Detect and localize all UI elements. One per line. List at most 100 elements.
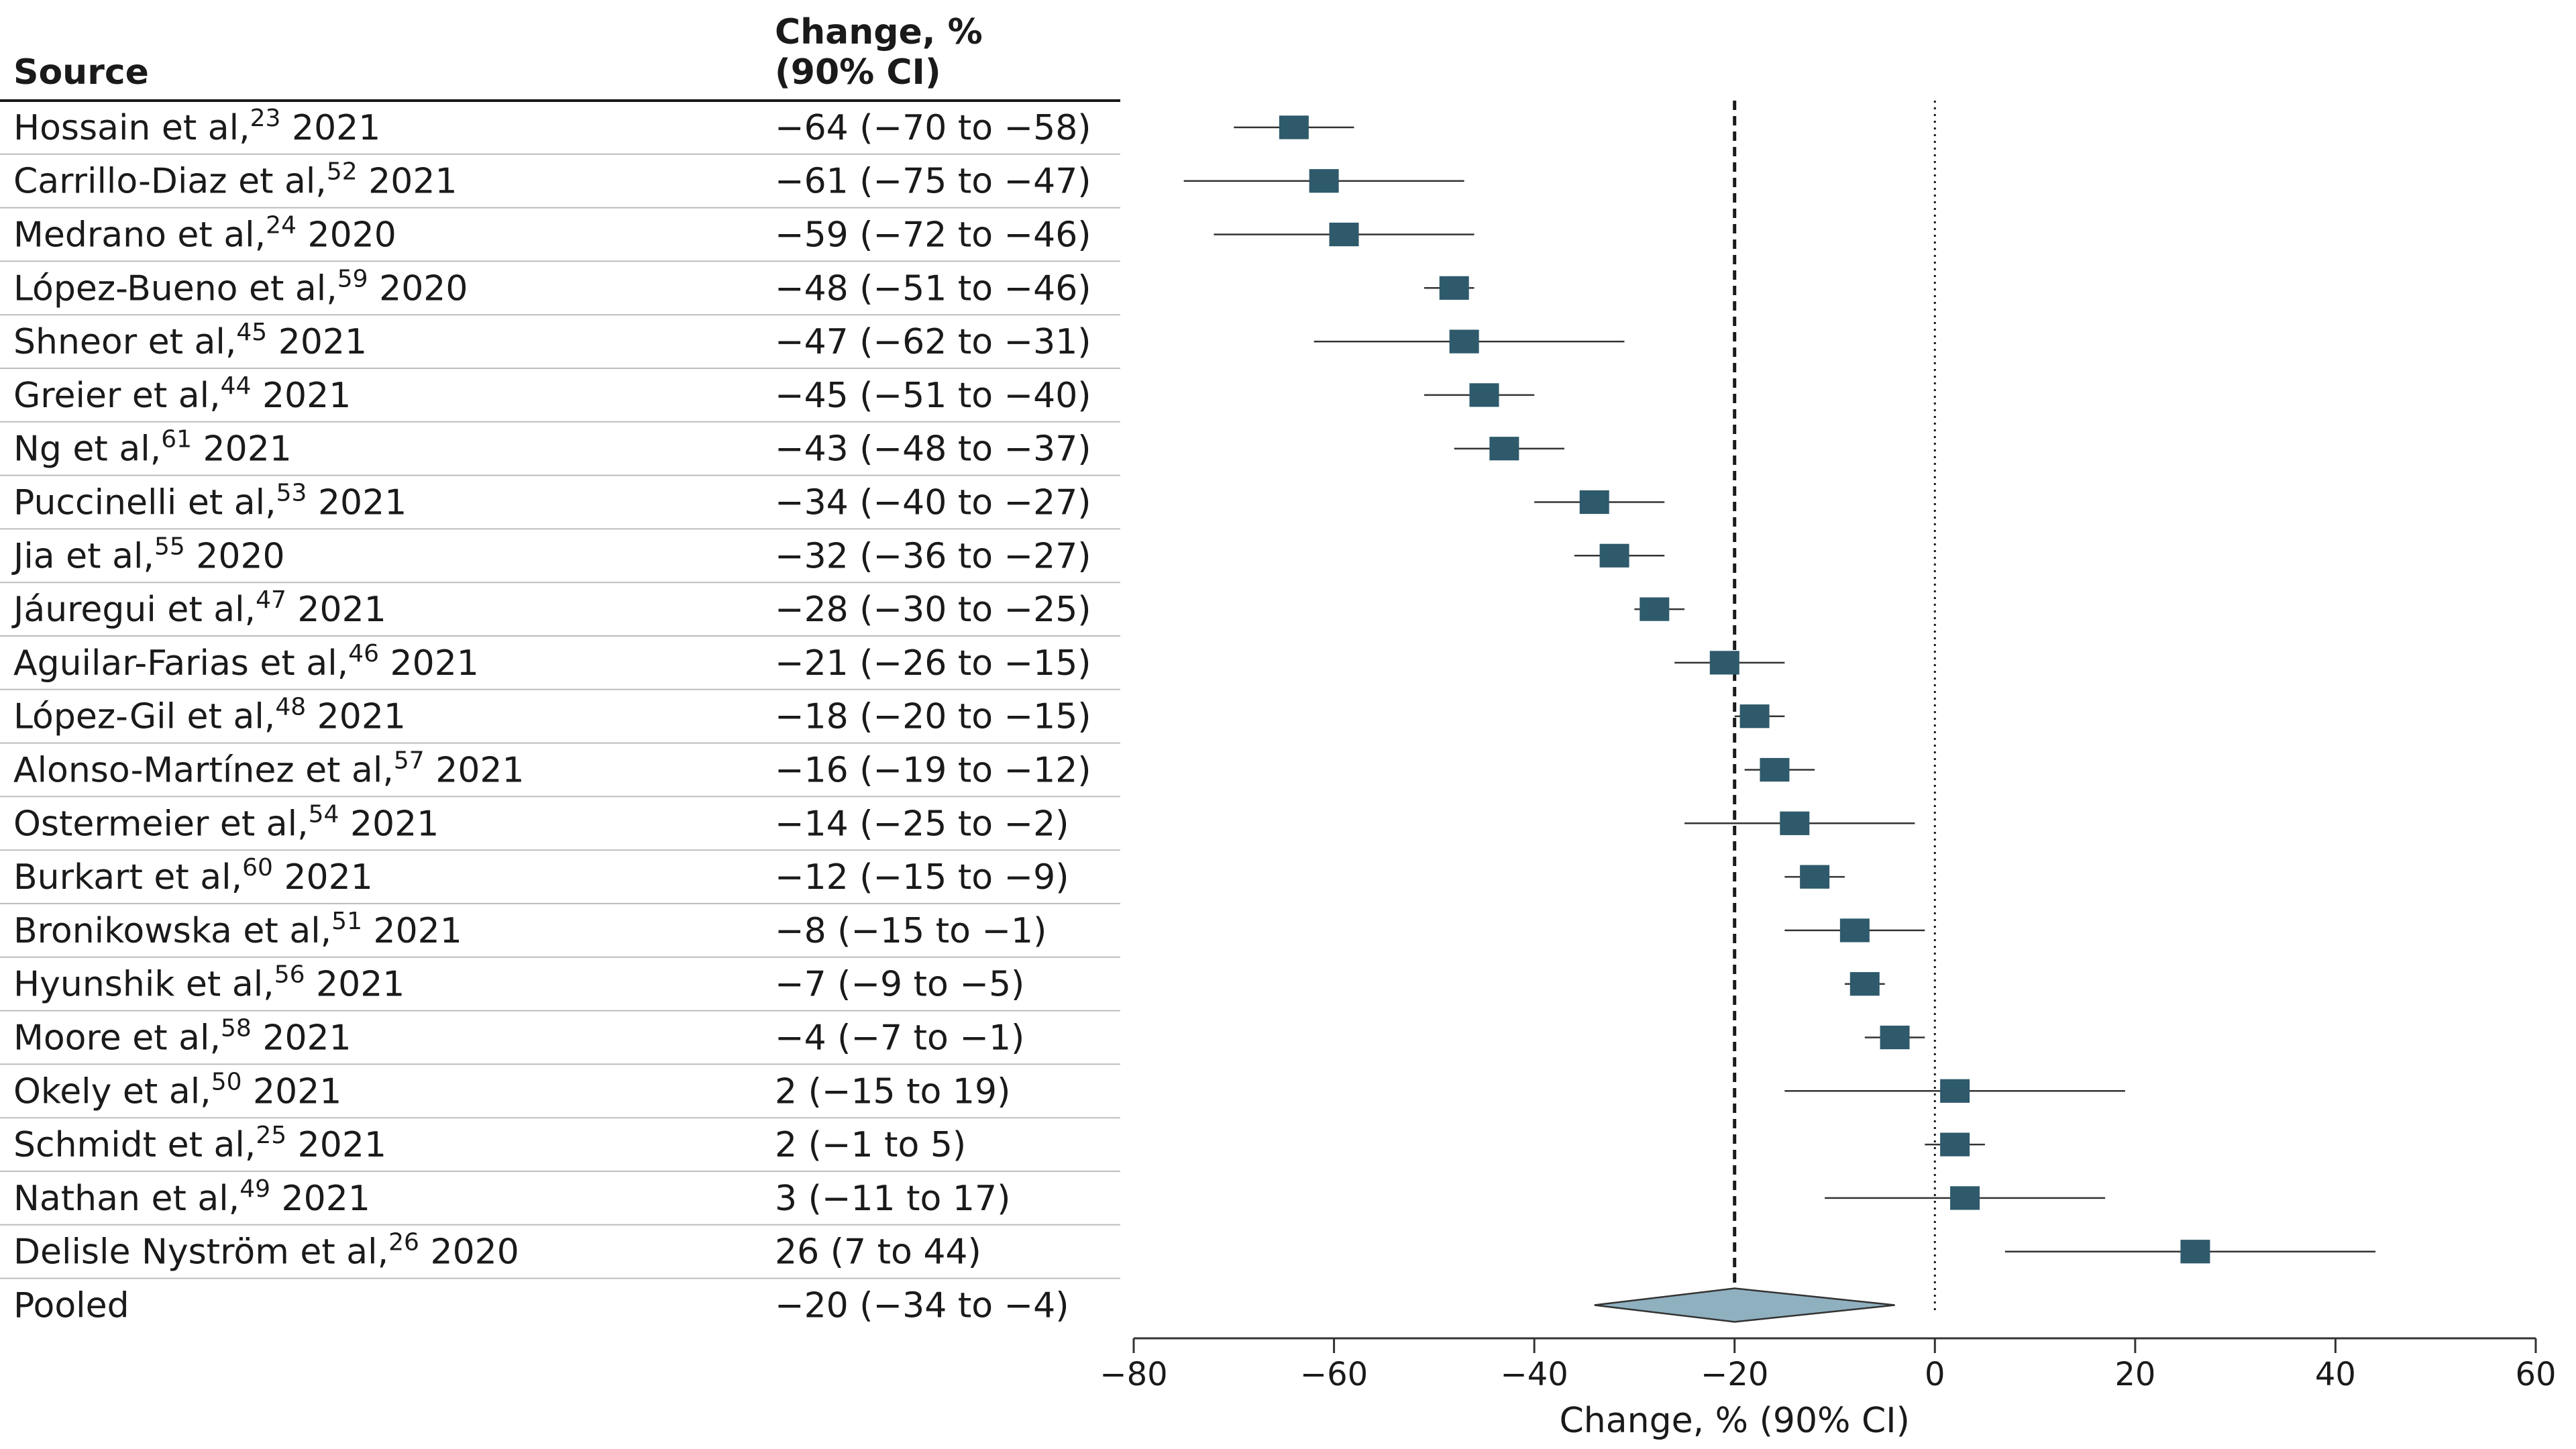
- study-label: Alonso-Martínez et al,57 2021: [13, 747, 525, 791]
- study-year: 2021: [273, 857, 373, 898]
- study-year: 2021: [270, 1179, 370, 1219]
- study-reference: 54: [309, 800, 339, 828]
- study-reference: 50: [211, 1068, 242, 1095]
- study-label: Medrano et al,24 2020: [13, 212, 396, 256]
- study-label: Burkart et al,60 2021: [13, 854, 373, 898]
- study-year: 2021: [379, 643, 479, 684]
- study-reference: 61: [161, 426, 192, 453]
- study-reference: 24: [266, 212, 297, 239]
- study-reference: 57: [394, 747, 425, 775]
- x-tick-label: 40: [2315, 1356, 2356, 1393]
- study-reference: 23: [250, 105, 281, 132]
- study-year: 2021: [306, 697, 406, 737]
- study-estimate-text: −48 (−51 to −46): [775, 268, 1091, 309]
- study-label: Jia et al,55 2020: [11, 533, 285, 576]
- study-reference: 48: [275, 694, 306, 721]
- study-reference: 59: [337, 265, 368, 292]
- study-reference: 52: [327, 158, 358, 186]
- study-label: Shneor et al,45 2021: [13, 319, 367, 362]
- point-estimate-marker: [1849, 972, 1880, 996]
- point-estimate-marker: [1880, 1025, 1910, 1050]
- study-markers: [1183, 115, 2376, 1323]
- point-estimate-marker: [1579, 490, 1609, 515]
- point-estimate-marker: [1329, 222, 1359, 247]
- study-estimate-text: −16 (−19 to −12): [775, 751, 1091, 791]
- study-rows: Hossain et al,23 2021 −64 (−70 to −58) Car…: [0, 105, 1120, 1326]
- study-estimate-text: −61 (−75 to −47): [775, 162, 1091, 202]
- pooled-diamond: [1594, 1287, 1895, 1323]
- point-estimate-marker: [1839, 918, 1870, 943]
- study-year: 2021: [358, 162, 458, 202]
- study-reference: 26: [388, 1229, 419, 1256]
- study-year: 2021: [286, 1125, 386, 1165]
- study-year: 2021: [362, 911, 462, 951]
- study-estimate-text: −7 (−9 to −5): [775, 965, 1024, 1005]
- study-reference: 46: [348, 640, 379, 667]
- study-estimate-text: −8 (−15 to −1): [775, 911, 1046, 951]
- study-estimate-text: −21 (−26 to −15): [775, 643, 1091, 684]
- study-year: 2020: [368, 268, 468, 309]
- point-estimate-marker: [1940, 1132, 1970, 1157]
- study-reference: 44: [221, 372, 252, 400]
- study-reference: 25: [256, 1122, 286, 1149]
- point-estimate-marker: [1449, 329, 1479, 354]
- point-estimate-marker: [1950, 1186, 1980, 1210]
- study-year: 2021: [267, 322, 367, 362]
- study-label: Ostermeier et al,54 2021: [13, 800, 439, 844]
- x-tick-label: −20: [1701, 1356, 1768, 1393]
- study-estimate-text: 3 (−11 to 17): [775, 1179, 1010, 1219]
- pooled-label: Pooled: [13, 1286, 129, 1326]
- study-year: 2020: [185, 536, 285, 576]
- study-estimate-text: −12 (−15 to −9): [775, 857, 1069, 898]
- study-estimate-text: −4 (−7 to −1): [775, 1018, 1024, 1059]
- study-estimate-text: −32 (−36 to −27): [775, 536, 1091, 576]
- study-label: Hyunshik et al,56 2021: [13, 961, 405, 1005]
- x-tick-label: 20: [2114, 1356, 2155, 1393]
- study-label: Nathan et al,49 2021: [13, 1175, 370, 1219]
- study-estimate-text: −47 (−62 to −31): [775, 322, 1091, 362]
- reference-lines: [1733, 101, 1936, 1312]
- x-tick-label: 0: [1925, 1356, 1945, 1393]
- study-year: 2021: [251, 376, 351, 416]
- point-estimate-marker: [1739, 704, 1770, 729]
- change-header-line1: Change, %: [775, 12, 983, 52]
- study-estimate-text: −18 (−20 to −15): [775, 697, 1091, 737]
- study-label: Okely et al,50 2021: [13, 1068, 341, 1112]
- study-estimate-text: −45 (−51 to −40): [775, 376, 1091, 416]
- study-reference: 45: [236, 319, 267, 346]
- change-header-line2: (90% CI): [775, 52, 941, 93]
- point-estimate-marker: [1279, 115, 1309, 140]
- x-tick-label: −40: [1500, 1356, 1568, 1393]
- study-label: Bronikowska et al,51 2021: [13, 908, 462, 951]
- study-label: Aguilar-Farias et al,46 2021: [13, 640, 479, 684]
- study-estimate-text: 2 (−15 to 19): [775, 1071, 1010, 1112]
- study-estimate-text: 2 (−1 to 5): [775, 1125, 966, 1165]
- study-reference: 55: [154, 533, 185, 560]
- study-label: Moore et al,58 2021: [13, 1015, 352, 1059]
- x-axis-label: Change, % (90% CI): [1560, 1401, 1910, 1441]
- study-estimate-text: −14 (−25 to −2): [775, 804, 1069, 844]
- point-estimate-marker: [1760, 757, 1790, 782]
- study-label: Greier et al,44 2021: [13, 372, 351, 416]
- study-reference: 49: [239, 1175, 270, 1203]
- study-label: Schmidt et al,25 2021: [13, 1122, 386, 1165]
- study-estimate-text: −59 (−72 to −46): [775, 215, 1091, 256]
- study-year: 2021: [252, 1018, 352, 1059]
- study-year: 2020: [297, 215, 396, 256]
- x-tick-label: −80: [1099, 1356, 1167, 1393]
- point-estimate-marker: [1309, 169, 1339, 193]
- study-year: 2021: [339, 804, 439, 844]
- study-year: 2021: [280, 108, 380, 148]
- point-estimate-marker: [1780, 811, 1810, 835]
- study-reference: 47: [256, 586, 286, 614]
- study-estimate-text: −34 (−40 to −27): [775, 483, 1091, 523]
- study-estimate-text: 26 (7 to 44): [775, 1232, 981, 1273]
- pooled-estimate-text: −20 (−34 to −4): [775, 1286, 1069, 1326]
- x-axis: −80 −60 −40 −20 0 20 40 60 Change, % (90% CI): [1099, 1337, 2557, 1441]
- study-reference: 58: [221, 1015, 252, 1042]
- study-label: Puccinelli et al,53 2021: [13, 480, 407, 523]
- study-year: 2021: [286, 590, 386, 630]
- study-estimate-text: −28 (−30 to −25): [775, 590, 1091, 630]
- study-reference: 60: [242, 854, 273, 881]
